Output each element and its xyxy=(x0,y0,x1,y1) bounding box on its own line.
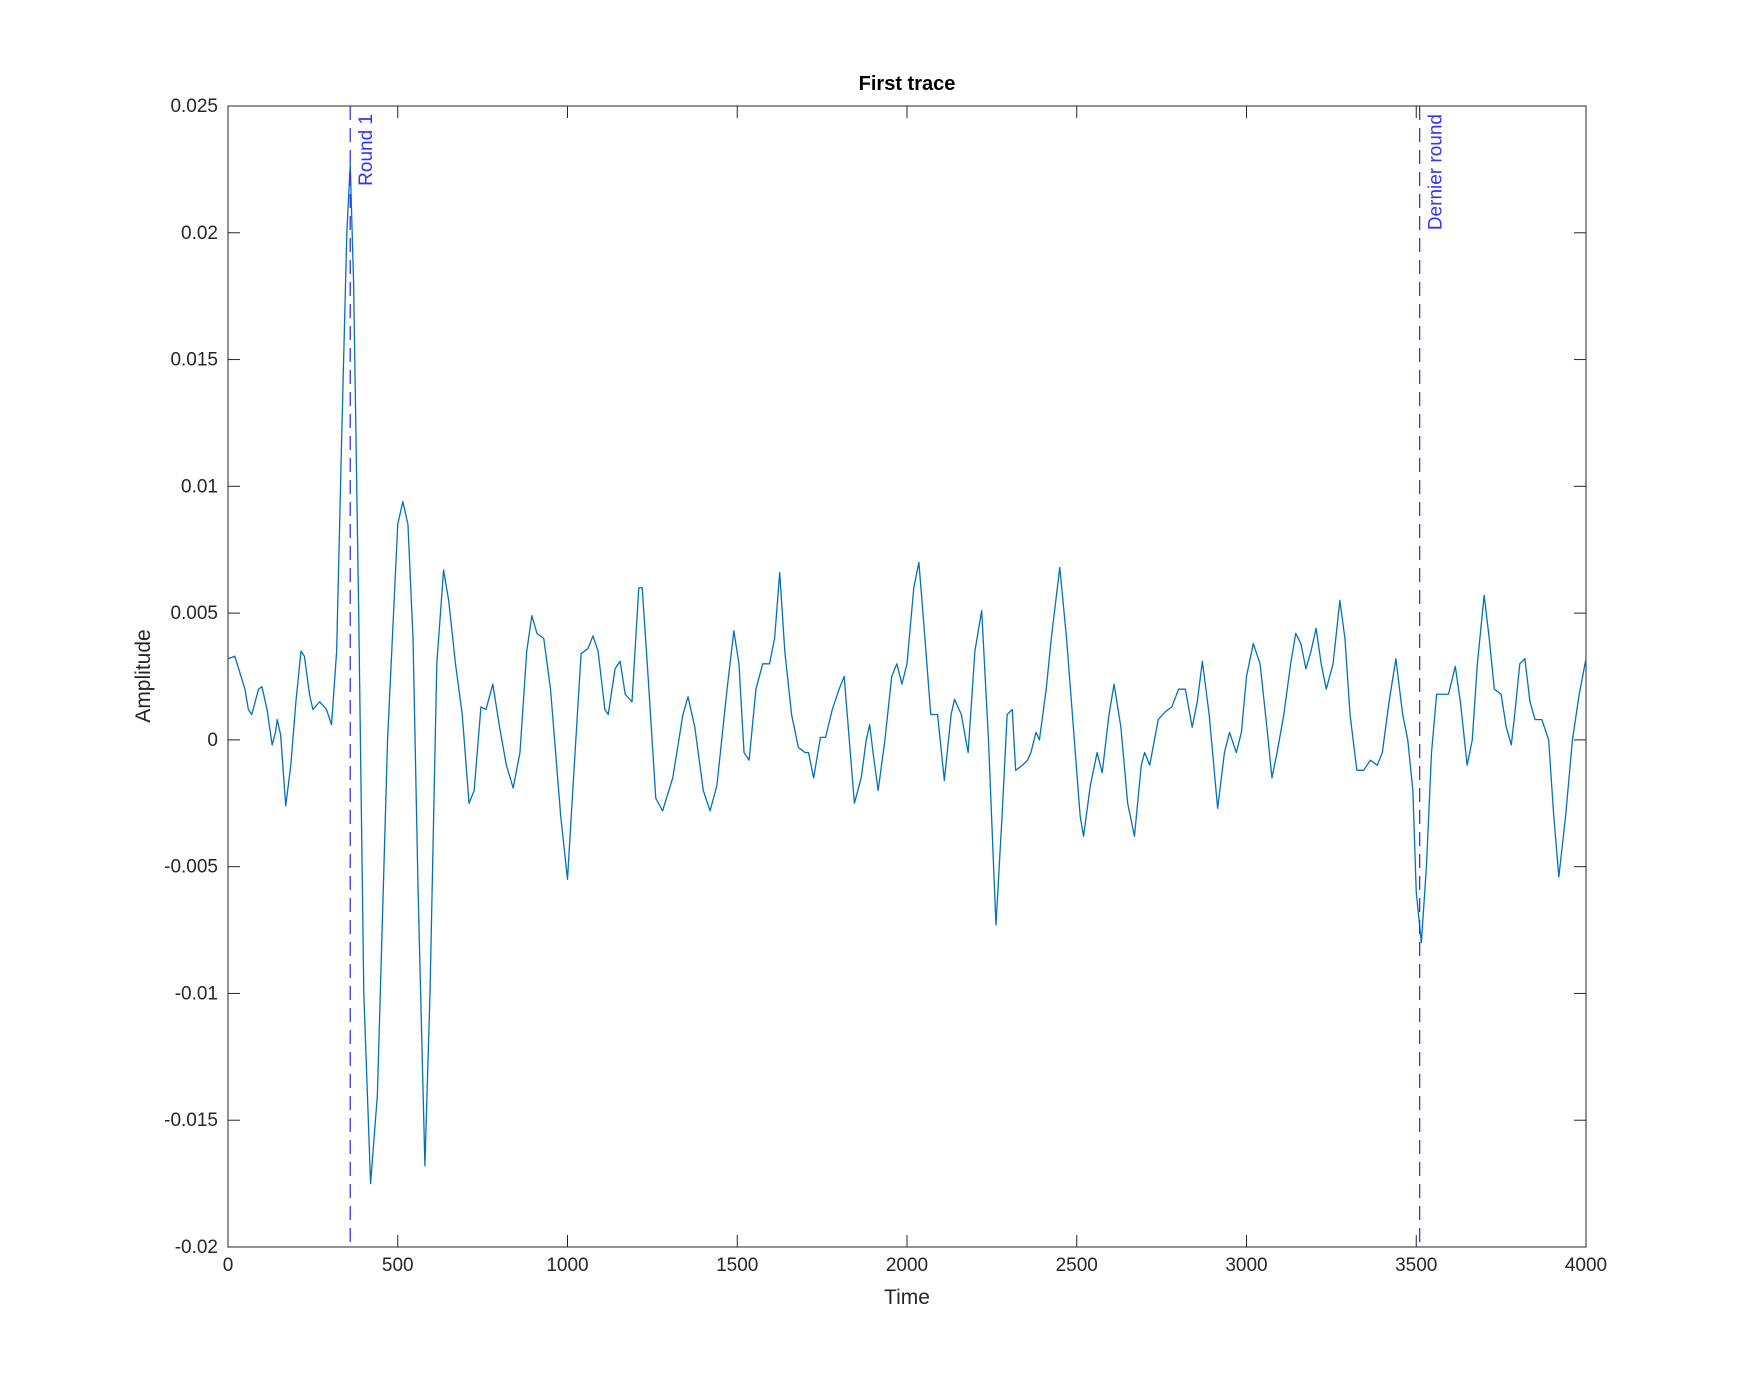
chart-title: First trace xyxy=(859,73,956,95)
annotation-label: Dernier round xyxy=(1426,114,1447,230)
trace-line xyxy=(227,163,1587,1185)
annotation-label: Round 1 xyxy=(356,114,377,186)
x-tick-label: 0 xyxy=(223,1255,234,1276)
y-tick-label: -0.01 xyxy=(175,983,218,1004)
x-tick-label: 1000 xyxy=(546,1255,588,1276)
y-tick-label: 0.02 xyxy=(181,223,218,244)
y-tick-label: -0.005 xyxy=(164,857,218,878)
x-tick-label: 2500 xyxy=(1056,1255,1098,1276)
y-tick-label: 0.015 xyxy=(170,350,218,371)
x-tick-label: 3000 xyxy=(1225,1255,1267,1276)
y-tick-label: 0.005 xyxy=(170,603,218,624)
x-tick-label: 500 xyxy=(382,1255,414,1276)
y-tick-label: 0 xyxy=(207,730,218,751)
x-tick-label: 4000 xyxy=(1565,1255,1607,1276)
y-tick-label: -0.015 xyxy=(164,1110,218,1131)
y-tick-label: 0.025 xyxy=(170,96,218,117)
x-tick-label: 2000 xyxy=(886,1255,928,1276)
plot-frame xyxy=(227,105,1587,1248)
x-tick-label: 1500 xyxy=(716,1255,758,1276)
y-axis-label: Amplitude xyxy=(132,629,155,722)
x-axis-label: Time xyxy=(884,1286,930,1309)
x-tick-label: 3500 xyxy=(1395,1255,1437,1276)
y-tick-label: 0.01 xyxy=(181,476,218,497)
y-tick-label: -0.02 xyxy=(175,1237,218,1258)
